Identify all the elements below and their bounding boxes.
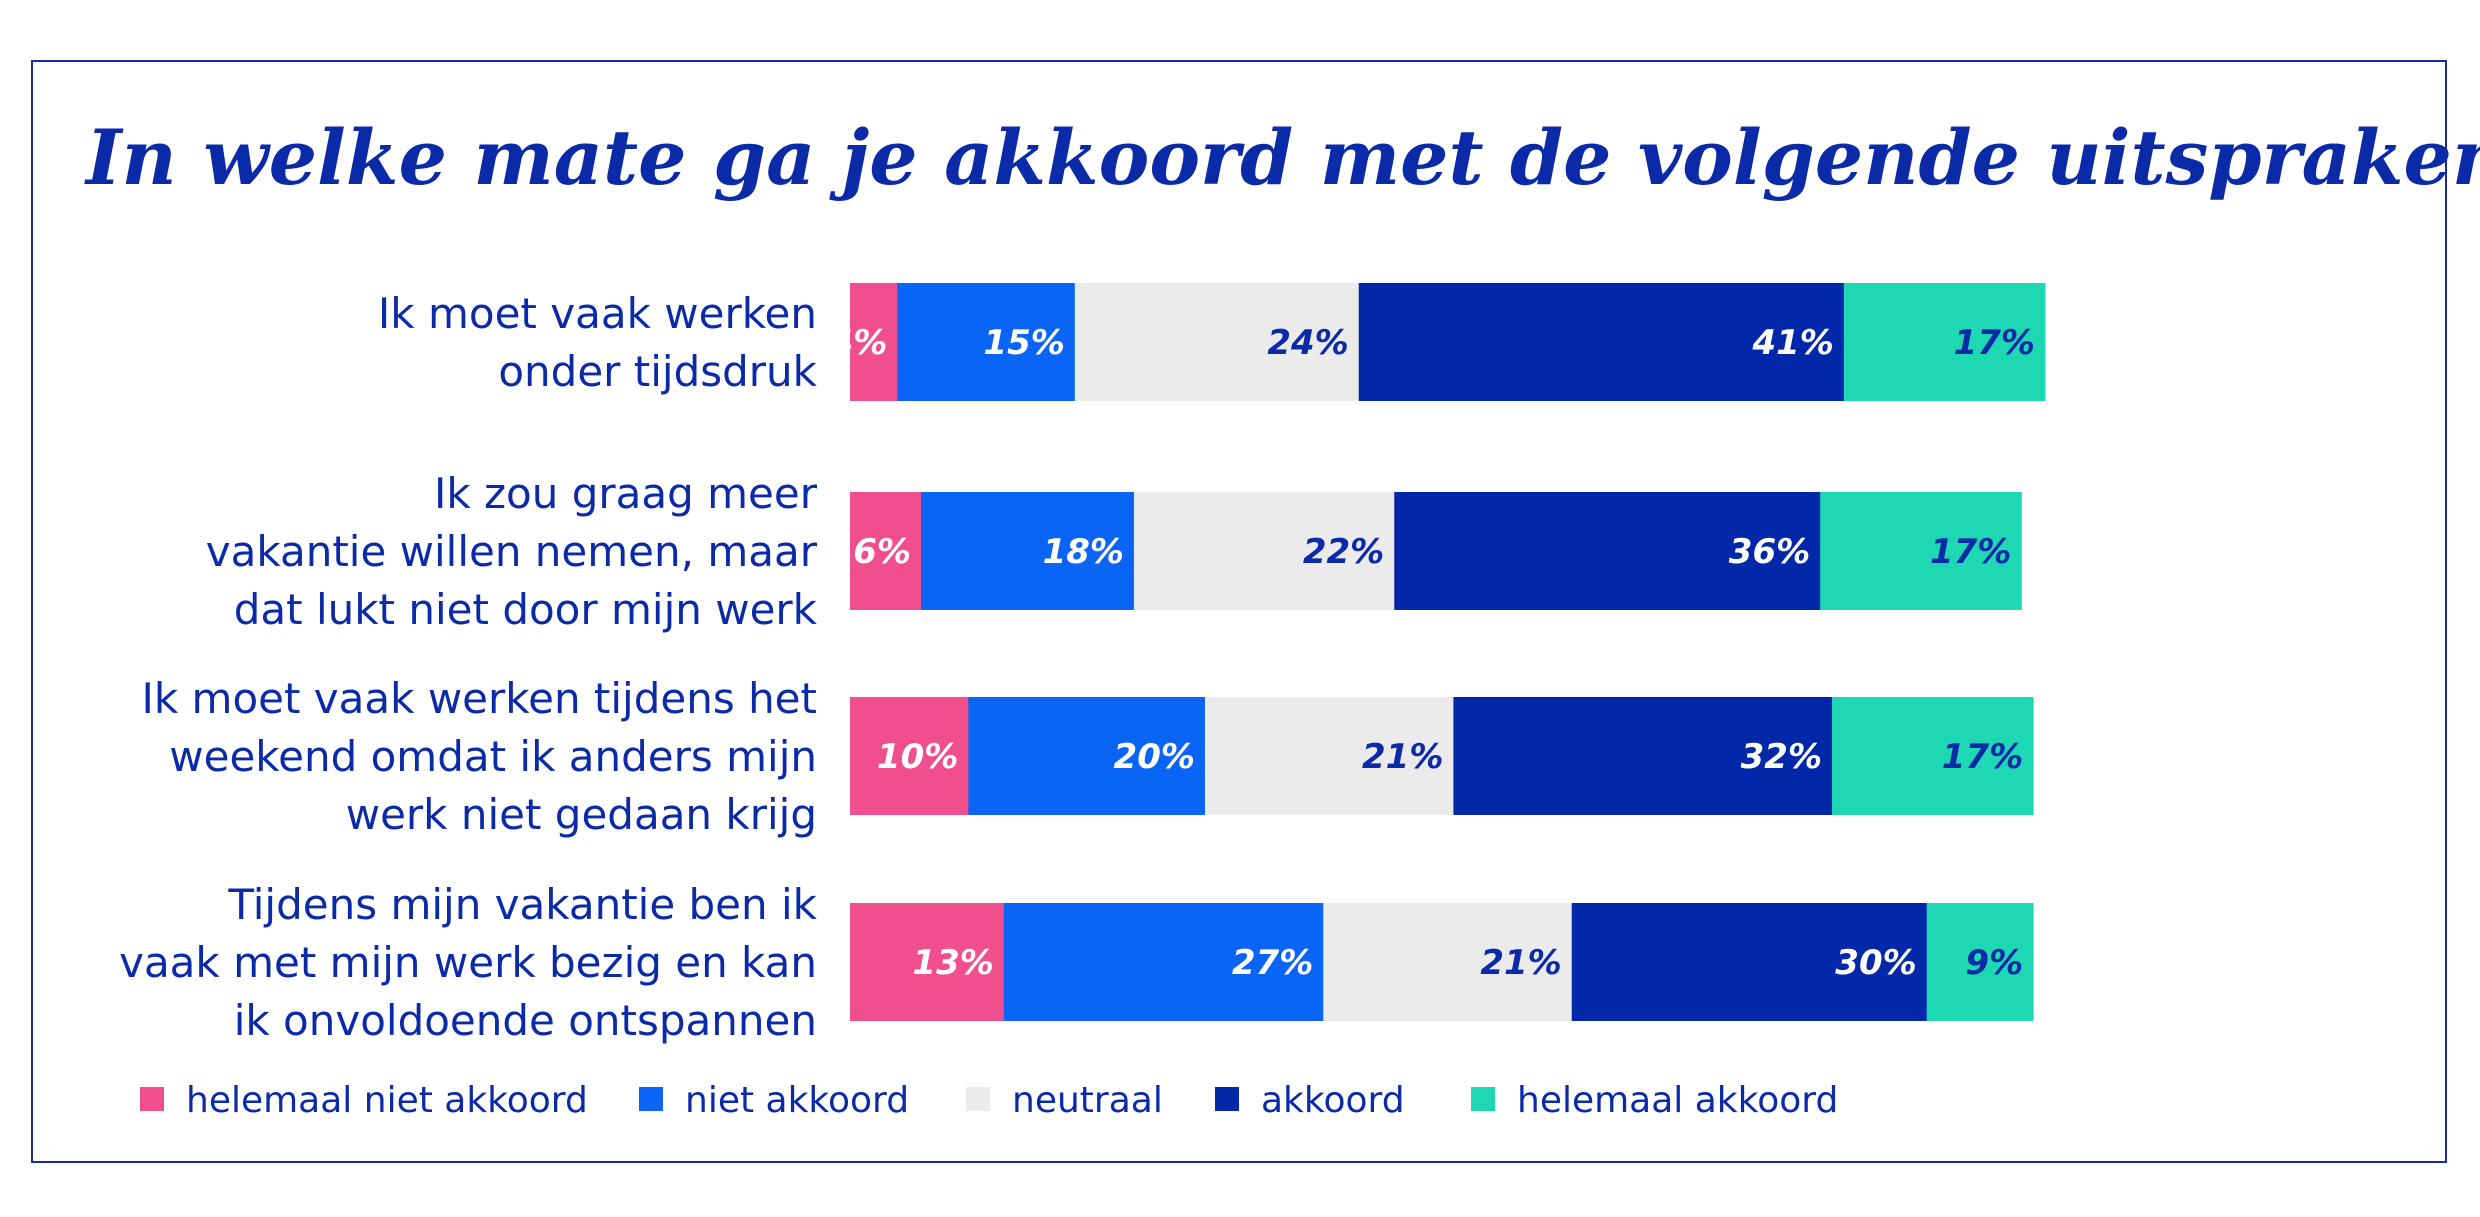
- bar-segment: [1843, 283, 2046, 401]
- legend-label: akkoord: [1261, 1080, 1405, 1121]
- data-label: 15%: [983, 323, 1064, 363]
- bar-segment: [1074, 283, 1360, 401]
- category-label: vaak met mijn werk bezig en kan: [119, 938, 817, 987]
- category-labels: Ik moet vaak werken onder tijdsdruk Ik zou…: [119, 289, 818, 1045]
- data-label: 36%: [1729, 532, 1810, 572]
- category-label: dat lukt niet door mijn werk: [234, 585, 818, 634]
- data-label: 22%: [1303, 532, 1384, 572]
- legend-swatch: [966, 1087, 990, 1111]
- category-label: weekend omdat ik anders mijn: [169, 732, 817, 781]
- data-label: 21%: [1480, 943, 1561, 983]
- data-label: 10%: [877, 737, 958, 777]
- category-label: Ik moet vaak werken tijdens het: [141, 674, 817, 723]
- data-label: 17%: [1942, 737, 2023, 777]
- data-label: 17%: [1954, 323, 2035, 363]
- legend-label: niet akkoord: [685, 1080, 909, 1121]
- category-label: Tijdens mijn vakantie ben ik: [227, 880, 817, 929]
- bars: 4% 15% 24% 41% 17% 6% 18% 22% 36% 17% 10% 20% 21% 32%…: [829, 283, 2046, 1021]
- data-label: 27%: [1232, 943, 1313, 983]
- bar-segment: [1926, 903, 2034, 1021]
- category-label: ik onvoldoende ontspannen: [234, 996, 817, 1045]
- legend: helemaal niet akkoord niet akkoord neutraa…: [140, 1080, 1838, 1121]
- bar-segment: [1832, 697, 2034, 815]
- bar-segment: [1571, 903, 1928, 1021]
- category-label: Ik zou graag meer: [434, 469, 818, 518]
- bar-segment: [1453, 697, 1833, 815]
- legend-label: helemaal akkoord: [1517, 1080, 1838, 1121]
- bar-segment: [1323, 903, 1573, 1021]
- bar-segment: [1820, 492, 2022, 610]
- data-label: 6%: [853, 532, 911, 572]
- legend-swatch: [1215, 1087, 1239, 1111]
- bar-segment: [850, 697, 969, 815]
- bar-segment: [920, 492, 1135, 610]
- data-label: 4%: [829, 323, 888, 363]
- legend-label: neutraal: [1012, 1080, 1163, 1121]
- bar-segment: [1204, 697, 1454, 815]
- bar-segment: [850, 492, 922, 610]
- legend-label: helemaal niet akkoord: [186, 1080, 588, 1121]
- data-label: 24%: [1267, 323, 1348, 363]
- chart-frame: [31, 60, 2447, 1163]
- bar-segment: [897, 283, 1076, 401]
- bar-segment: [1394, 492, 1821, 610]
- legend-swatch: [639, 1087, 663, 1111]
- data-label: 9%: [1965, 943, 2023, 983]
- bar-segment: [1358, 283, 1845, 401]
- bar-segment: [1133, 492, 1395, 610]
- data-label: 18%: [1043, 532, 1124, 572]
- bar-segment: [850, 283, 898, 401]
- legend-swatch: [140, 1087, 164, 1111]
- data-label: 17%: [1930, 532, 2011, 572]
- chart-title: In welke mate ga je akkoord met de volge…: [86, 113, 2480, 202]
- category-label: Ik moet vaak werken: [378, 289, 817, 338]
- bar-segment: [1003, 903, 1324, 1021]
- bar-segment: [968, 697, 1206, 815]
- data-label: 41%: [1751, 323, 1833, 363]
- category-label: onder tijdsdruk: [498, 347, 817, 396]
- data-label: 13%: [912, 943, 993, 983]
- data-label: 32%: [1741, 737, 1822, 777]
- data-label: 21%: [1362, 737, 1443, 777]
- category-label: werk niet gedaan krijg: [346, 790, 817, 839]
- data-label: 30%: [1835, 943, 1916, 983]
- bar-segment: [850, 903, 1005, 1021]
- legend-swatch: [1471, 1087, 1495, 1111]
- data-label: 20%: [1114, 737, 1195, 777]
- category-label: vakantie willen nemen, maar: [206, 527, 818, 576]
